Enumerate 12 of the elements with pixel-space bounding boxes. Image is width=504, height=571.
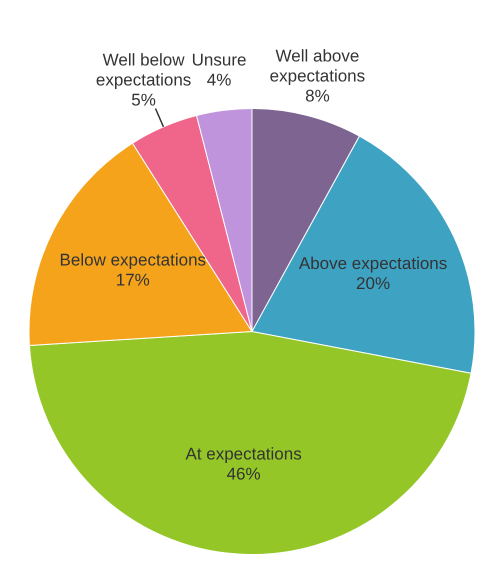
data-label: 4% — [206, 70, 232, 90]
data-label: 20% — [356, 274, 390, 294]
data-label: 46% — [226, 464, 261, 484]
slice-label: Well above expectations — [270, 46, 366, 86]
slice-label: Below expectations — [60, 250, 206, 270]
slice-label: Unsure — [192, 50, 246, 70]
data-label: 5% — [131, 90, 156, 110]
data-label: 17% — [116, 270, 150, 290]
slice-label: Above expectations — [298, 254, 448, 274]
data-label: 8% — [305, 86, 330, 106]
slice-label: Well below expectations — [96, 50, 192, 90]
slice-label: At expectations — [185, 444, 302, 464]
